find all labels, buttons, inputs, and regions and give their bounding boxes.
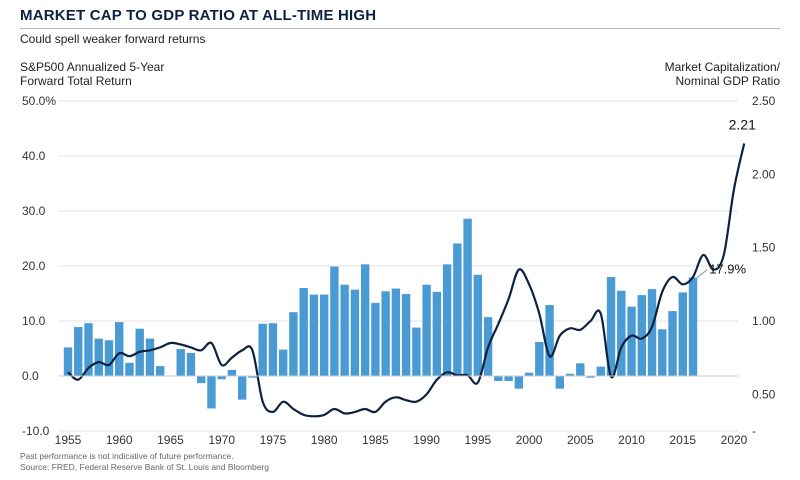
right-tick-label: 1.50 (752, 241, 776, 255)
bar (299, 288, 307, 376)
bar (361, 264, 369, 376)
bar (453, 243, 461, 376)
bar (340, 285, 348, 376)
bar (279, 350, 287, 376)
bar (402, 294, 410, 376)
left-tick-label: 40.0 (22, 149, 46, 163)
bar (576, 363, 584, 376)
bar (504, 376, 512, 381)
x-tick-label: 1980 (311, 433, 338, 447)
axes: 50.0% 40.0 30.0 20.0 10.0 0.0 -10.0 2.50 2.00 1.5… (22, 94, 776, 447)
bar (556, 376, 564, 389)
left-tick-label: 50.0% (22, 94, 56, 108)
bar (95, 339, 103, 376)
left-tick-label: 0.0 (22, 369, 39, 383)
bar (238, 376, 246, 400)
bar (689, 278, 697, 376)
bar (269, 323, 277, 376)
right-tick-label: 0.50 (752, 387, 776, 401)
annotations: 2.21 17.9% (697, 117, 756, 278)
bar (617, 291, 625, 376)
bar-end-label: 17.9% (709, 262, 746, 277)
x-tick-label: 2015 (669, 433, 696, 447)
bar (177, 349, 185, 376)
bar (412, 328, 420, 376)
left-tick-label: -10.0 (22, 424, 50, 438)
x-tick-label: 2020 (721, 433, 748, 447)
left-tick-label: 20.0 (22, 259, 46, 273)
bar (597, 367, 605, 376)
x-tick-label: 1985 (362, 433, 389, 447)
bar (545, 305, 553, 376)
x-tick-label: 1960 (106, 433, 133, 447)
bar (289, 312, 297, 376)
right-tick-label: 2.00 (752, 167, 776, 181)
bar (74, 327, 82, 376)
left-tick-label: 10.0 (22, 314, 46, 328)
bar (679, 292, 687, 376)
bar (228, 370, 236, 376)
x-tick-label: 1995 (464, 433, 491, 447)
bar (392, 289, 400, 376)
bar (258, 324, 266, 376)
bar (105, 340, 113, 376)
left-tick-label: 30.0 (22, 204, 46, 218)
bar (330, 267, 338, 376)
x-tick-label: 2010 (618, 433, 645, 447)
bar (351, 290, 359, 376)
x-tick-label: 1965 (157, 433, 184, 447)
bar (381, 291, 389, 376)
bar (115, 322, 123, 376)
bar (433, 292, 441, 376)
bar (494, 376, 502, 381)
right-tick-label: 2.50 (752, 94, 776, 108)
bar (320, 295, 328, 376)
source-note: Source: FRED, Federal Reserve Bank of St… (20, 462, 269, 472)
bar (64, 347, 72, 376)
bar (443, 264, 451, 376)
x-tick-label: 2000 (516, 433, 543, 447)
bar (422, 285, 430, 376)
footnote: Past performance is not indicative of fu… (20, 451, 234, 461)
right-tick-label: - (752, 424, 756, 438)
bar-series (64, 219, 697, 409)
bar (310, 295, 318, 376)
bar (658, 329, 666, 376)
x-tick-label: 1955 (55, 433, 82, 447)
gridlines (58, 101, 738, 431)
x-tick-label: 1970 (208, 433, 235, 447)
bar (197, 376, 205, 383)
x-tick-label: 2005 (567, 433, 594, 447)
bar (125, 363, 133, 376)
bar (207, 376, 215, 408)
bar (371, 303, 379, 376)
bar (463, 219, 471, 376)
bar (515, 376, 523, 389)
x-tick-label: 1990 (413, 433, 440, 447)
bar (156, 366, 164, 376)
bar (668, 311, 676, 376)
right-tick-label: 1.00 (752, 314, 776, 328)
line-end-label: 2.21 (729, 117, 756, 133)
chart-canvas: 50.0% 40.0 30.0 20.0 10.0 0.0 -10.0 2.50 2.00 1.5… (0, 0, 800, 480)
bar (146, 339, 154, 376)
bar (627, 307, 635, 376)
bar-label-leader (697, 270, 707, 278)
bar (535, 342, 543, 376)
bar (187, 353, 195, 376)
x-tick-label: 1975 (260, 433, 287, 447)
bar (474, 275, 482, 376)
